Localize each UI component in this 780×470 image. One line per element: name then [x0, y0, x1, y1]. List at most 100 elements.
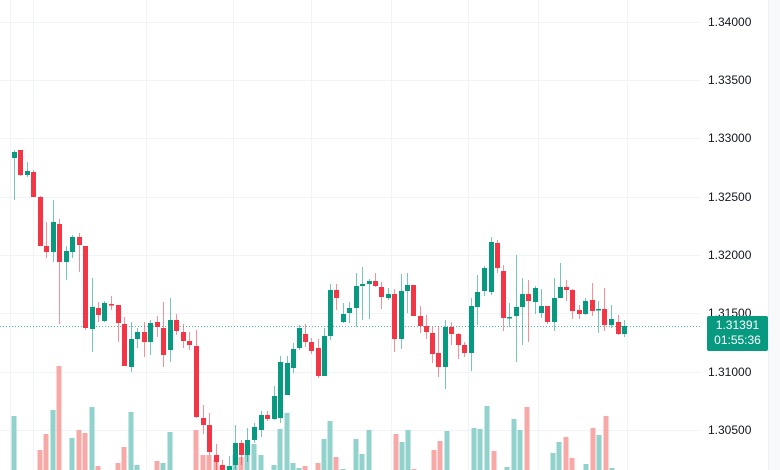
volume-bar: [471, 428, 477, 470]
candle: [360, 267, 365, 320]
volume-bar: [277, 429, 283, 470]
candle: [570, 289, 575, 319]
last-price-value: 1.31391: [715, 318, 760, 332]
price-tick-label: 1.32000: [708, 248, 752, 262]
candle: [201, 405, 206, 434]
volume-bar: [258, 455, 264, 470]
candle: [577, 305, 582, 319]
candle: [57, 219, 62, 324]
candle: [129, 322, 134, 372]
candle: [102, 301, 107, 322]
volume-bar: [550, 453, 556, 470]
candle: [25, 162, 30, 177]
candle: [449, 322, 454, 345]
volume-bar: [56, 366, 62, 470]
candle: [38, 196, 43, 246]
candle: [622, 320, 627, 337]
volume-bar: [437, 441, 443, 470]
volume-bar: [69, 438, 75, 470]
candle: [405, 273, 410, 313]
candle: [462, 342, 467, 357]
volume-bar: [167, 432, 173, 470]
candle: [552, 278, 557, 331]
price-axis[interactable]: 1.34000 1.33500 1.33000 1.32500 1.32000 1.315…: [700, 0, 770, 470]
candle: [443, 320, 448, 389]
volume-bar: [82, 433, 88, 470]
candle: [456, 333, 461, 359]
volume-bar: [50, 410, 56, 470]
volume-bar: [290, 463, 296, 470]
candle: [31, 170, 36, 197]
volume-bar: [563, 437, 569, 470]
volume-bar: [596, 435, 602, 470]
volume-bar: [504, 467, 510, 470]
candle: [109, 296, 114, 310]
volume-bar: [121, 447, 127, 470]
volume-bar: [302, 466, 308, 470]
volume-bar: [115, 463, 121, 470]
volume-bar: [491, 451, 497, 470]
volume-bar: [333, 457, 339, 470]
volume-bar: [399, 442, 405, 470]
candle: [328, 284, 333, 340]
candle: [514, 255, 519, 362]
candle: [316, 339, 321, 378]
candle: [168, 298, 173, 362]
candle: [322, 328, 327, 376]
candle: [116, 305, 121, 342]
right-toolbar-gutter: [768, 0, 780, 470]
volume-bar: [89, 407, 95, 470]
candle: [545, 306, 550, 324]
candle: [90, 278, 95, 352]
price-tick-label: 1.33500: [708, 73, 752, 87]
candle: [430, 327, 435, 363]
candle: [411, 285, 416, 316]
candle: [181, 324, 186, 348]
volume-bar: [193, 430, 199, 470]
volume-bar: [95, 466, 101, 470]
candle: [334, 284, 339, 310]
candle: [539, 289, 544, 318]
bar-countdown: 01:55:36: [714, 333, 761, 347]
candle: [469, 298, 474, 371]
price-tick-label: 1.33000: [708, 131, 752, 145]
candle: [239, 440, 244, 465]
candle: [155, 316, 160, 337]
candle: [70, 235, 75, 258]
volume-bar: [160, 463, 166, 470]
candle: [596, 301, 601, 333]
volume-bar: [431, 450, 437, 470]
candle: [278, 356, 283, 423]
chart-plot-area[interactable]: [0, 0, 700, 470]
volume-bar: [154, 461, 160, 470]
candle: [233, 425, 238, 470]
candle: [252, 423, 257, 443]
candle: [347, 302, 352, 323]
candlestick-chart[interactable]: [0, 0, 700, 470]
candle: [220, 460, 225, 470]
candle: [187, 332, 192, 350]
volume-bar: [603, 416, 609, 470]
volume-bar: [569, 458, 575, 470]
candle: [214, 444, 219, 470]
volume-bar: [444, 431, 450, 470]
candle: [399, 274, 404, 349]
candle: [609, 305, 614, 328]
volume-bar: [315, 463, 321, 470]
candle: [386, 288, 391, 300]
candle: [18, 150, 23, 176]
candle: [285, 356, 290, 395]
volume-bar: [76, 430, 82, 470]
candle: [44, 222, 49, 258]
candle: [373, 273, 378, 287]
volume-bar: [366, 430, 372, 470]
candle: [392, 289, 397, 352]
candle: [475, 275, 480, 325]
volume-bar: [284, 413, 290, 470]
volume-bar: [43, 434, 49, 470]
volume-bar: [359, 454, 365, 470]
price-tick-label: 1.32500: [708, 190, 752, 204]
candle: [482, 266, 487, 296]
candle: [583, 298, 588, 315]
price-tick-label: 1.31000: [708, 365, 752, 379]
